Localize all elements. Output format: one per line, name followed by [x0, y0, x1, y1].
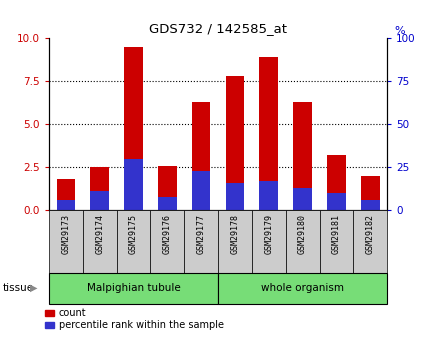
Bar — [90, 167, 109, 210]
Bar — [353, 210, 387, 273]
Bar — [184, 210, 218, 273]
Bar — [124, 159, 143, 210]
Bar — [49, 273, 218, 304]
Text: tissue: tissue — [2, 283, 33, 293]
Text: ▶: ▶ — [30, 283, 38, 293]
Bar — [124, 47, 143, 210]
Text: %: % — [394, 26, 405, 36]
Bar — [158, 197, 177, 210]
Bar — [218, 210, 252, 273]
Bar — [158, 166, 177, 210]
Bar — [226, 76, 244, 210]
Bar — [259, 181, 278, 210]
Text: GSM29174: GSM29174 — [95, 214, 104, 254]
Bar — [259, 57, 278, 210]
Text: GSM29173: GSM29173 — [61, 214, 70, 254]
Bar — [226, 183, 244, 210]
Bar — [293, 188, 312, 210]
Legend: count, percentile rank within the sample: count, percentile rank within the sample — [45, 308, 223, 331]
Text: whole organism: whole organism — [261, 283, 344, 293]
Bar — [192, 102, 210, 210]
Bar — [252, 210, 286, 273]
Title: GDS732 / 142585_at: GDS732 / 142585_at — [149, 22, 287, 36]
Text: Malpighian tubule: Malpighian tubule — [87, 283, 180, 293]
Bar — [117, 210, 150, 273]
Text: GSM29176: GSM29176 — [163, 214, 172, 254]
Text: GSM29180: GSM29180 — [298, 214, 307, 254]
Bar — [57, 179, 75, 210]
Bar — [293, 102, 312, 210]
Text: GSM29177: GSM29177 — [197, 214, 206, 254]
Text: GSM29175: GSM29175 — [129, 214, 138, 254]
Text: GSM29178: GSM29178 — [231, 214, 239, 254]
Bar — [327, 193, 346, 210]
Bar — [286, 210, 320, 273]
Bar — [150, 210, 184, 273]
Bar — [90, 191, 109, 210]
Bar — [57, 200, 75, 210]
Bar — [327, 155, 346, 210]
Bar — [361, 176, 380, 210]
Bar — [218, 273, 387, 304]
Bar — [192, 171, 210, 210]
Bar — [49, 210, 83, 273]
Bar — [361, 200, 380, 210]
Bar — [83, 210, 117, 273]
Text: GSM29179: GSM29179 — [264, 214, 273, 254]
Text: GSM29182: GSM29182 — [366, 214, 375, 254]
Text: GSM29181: GSM29181 — [332, 214, 341, 254]
Bar — [320, 210, 353, 273]
